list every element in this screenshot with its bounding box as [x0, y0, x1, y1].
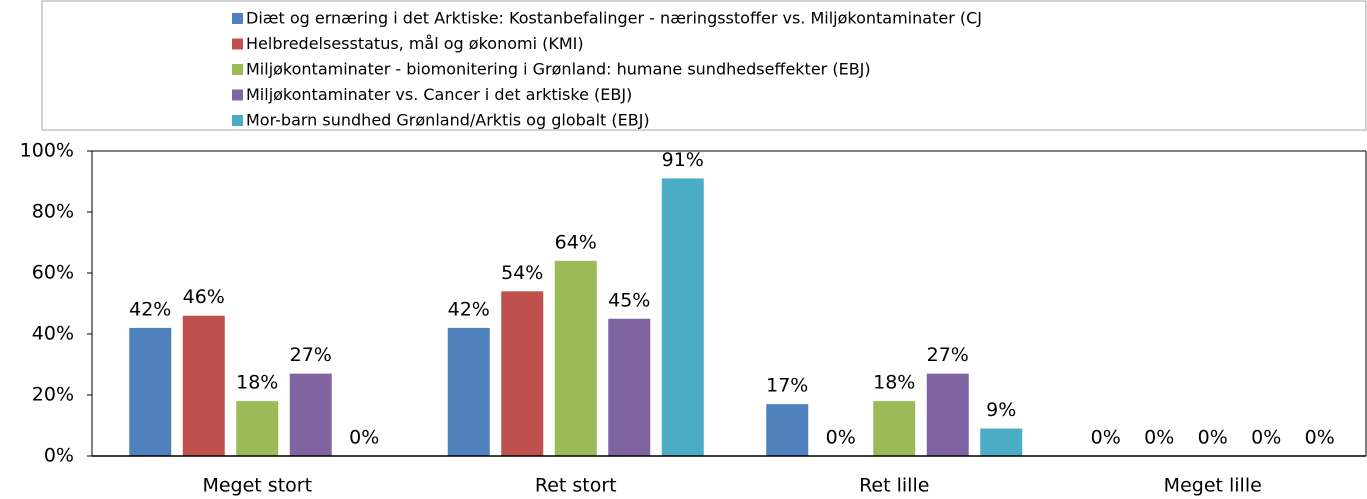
bar	[661, 178, 704, 456]
value-label: 18%	[873, 372, 915, 394]
bar	[182, 315, 225, 456]
legend-swatch	[232, 89, 243, 101]
y-tick-label: 0%	[44, 445, 74, 467]
bar	[501, 291, 544, 456]
value-label: 27%	[290, 344, 332, 366]
y-tick-label: 20%	[32, 384, 74, 406]
legend-label: Miljøkontaminater vs. Cancer i det arkti…	[246, 85, 632, 104]
value-label: 46%	[183, 286, 225, 308]
value-label: 0%	[1198, 427, 1228, 449]
value-label: 64%	[555, 231, 597, 253]
bar	[926, 373, 969, 456]
bar	[608, 318, 651, 456]
value-label: 27%	[927, 344, 969, 366]
value-label: 42%	[129, 298, 171, 320]
x-tick-label: Meget lille	[1164, 475, 1262, 497]
y-tick-label: 80%	[32, 201, 74, 223]
x-tick-label: Ret lille	[859, 475, 929, 497]
legend-swatch	[232, 115, 243, 126]
value-label: 9%	[986, 399, 1016, 421]
legend-swatch	[232, 38, 243, 50]
legend-label: Diæt og ernæring i det Arktiske: Kostanb…	[246, 9, 982, 28]
legend-label: Mor-barn sundhed Grønland/Arktis og glob…	[246, 111, 650, 130]
bar	[766, 404, 809, 456]
legend-label: Helbredelsesstatus, mål og økonomi (KMI)	[246, 34, 584, 53]
bar	[236, 401, 279, 456]
bar	[873, 401, 916, 456]
legend-box	[41, 0, 1367, 131]
value-label: 54%	[501, 262, 543, 284]
y-tick-label: 60%	[32, 262, 74, 284]
bar	[554, 260, 597, 456]
legend-swatch	[232, 13, 243, 24]
value-label: 17%	[766, 375, 808, 397]
bar	[980, 428, 1023, 456]
value-label: 42%	[448, 298, 490, 320]
bar	[447, 327, 490, 456]
legend-swatch	[232, 64, 243, 75]
value-label: 18%	[236, 372, 278, 394]
value-label: 0%	[1251, 427, 1281, 449]
x-tick-label: Ret stort	[535, 475, 617, 497]
y-tick-label: 100%	[20, 140, 74, 162]
value-label: 0%	[826, 427, 856, 449]
bar	[289, 373, 332, 456]
legend-label: Miljøkontaminater - biomonitering i Grøn…	[246, 60, 871, 79]
value-label: 91%	[662, 149, 704, 171]
value-label: 0%	[1091, 427, 1121, 449]
value-label: 45%	[608, 289, 650, 311]
x-tick-label: Meget stort	[202, 475, 312, 497]
value-label: 0%	[349, 427, 379, 449]
value-label: 0%	[1305, 427, 1335, 449]
y-tick-label: 40%	[32, 323, 74, 345]
bar	[129, 327, 172, 456]
value-label: 0%	[1144, 427, 1174, 449]
